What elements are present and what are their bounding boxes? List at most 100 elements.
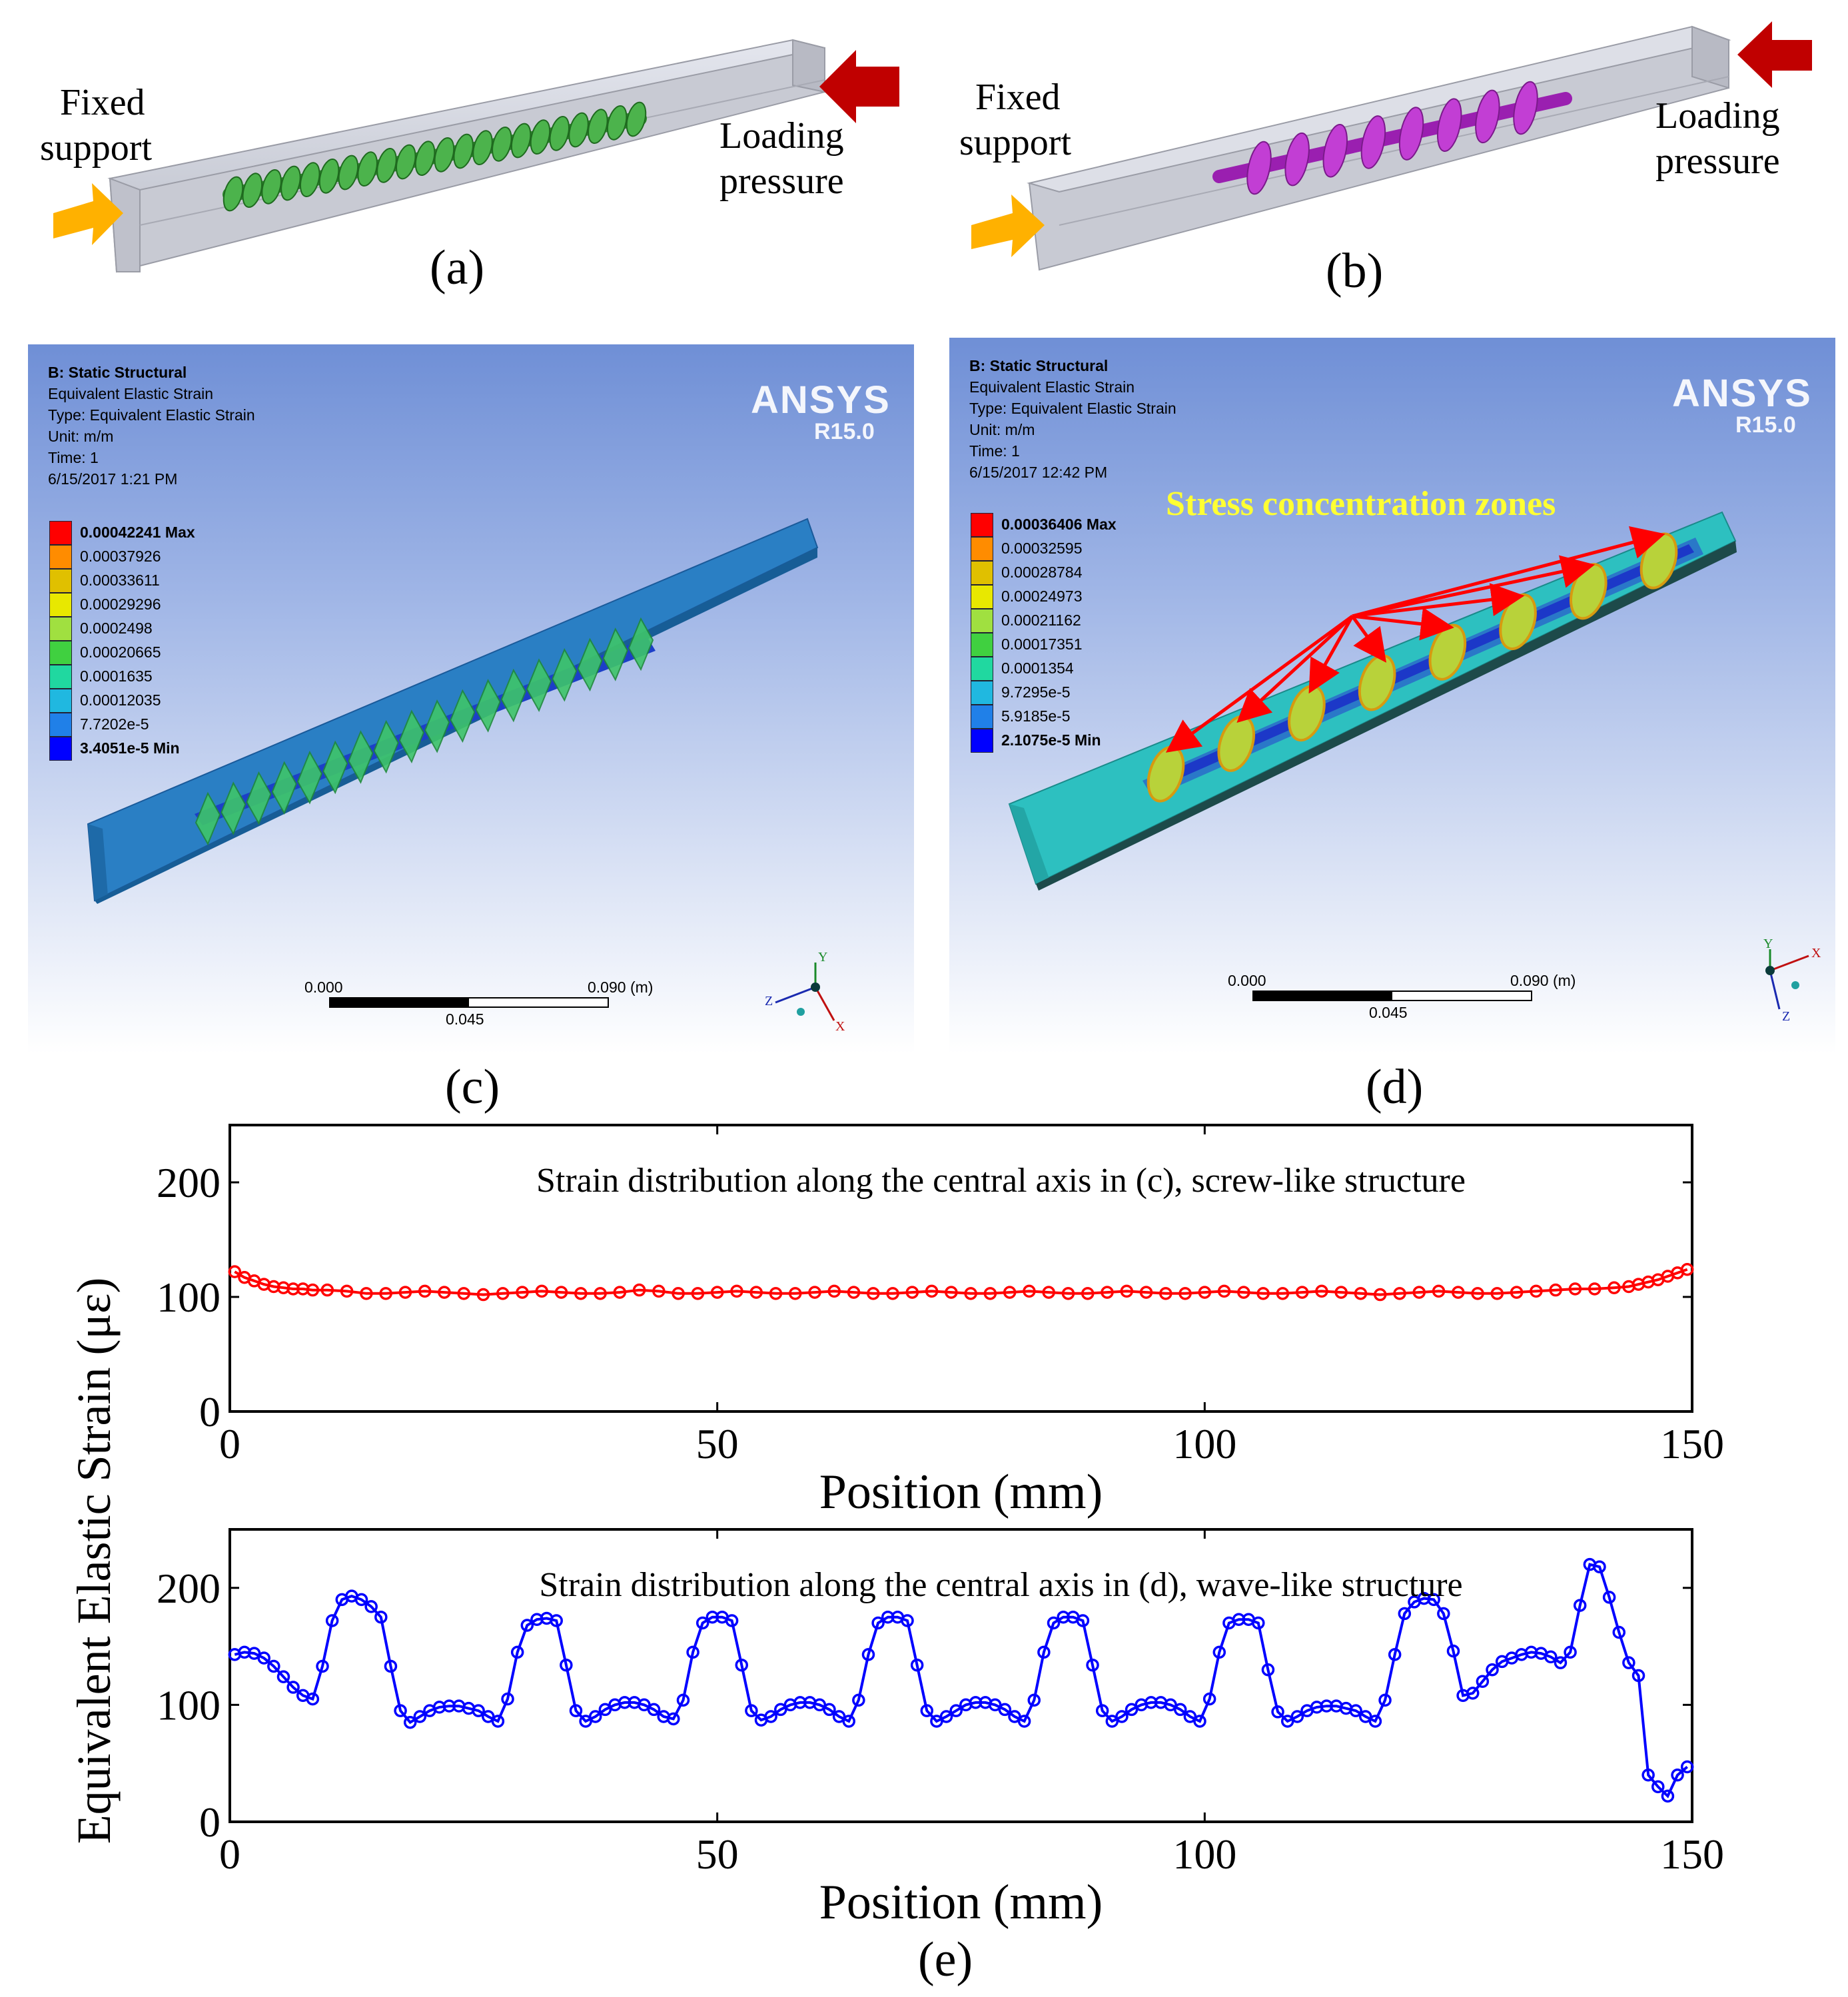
panel-d-caption: (d) [1366, 1060, 1424, 1114]
data-point [788, 1287, 802, 1300]
loading-pressure-label: Loading pressure [1655, 95, 1780, 183]
legend-swatch [49, 665, 72, 689]
data-point [1588, 1282, 1602, 1296]
data-point [1237, 1286, 1250, 1299]
data-point [808, 1286, 821, 1299]
chart-screw: 0 50 100 150 0 100 200 Strain distribution alon… [157, 1124, 1724, 1519]
data-point [1378, 1693, 1392, 1707]
data-point [496, 1287, 510, 1300]
data-point [1295, 1286, 1309, 1299]
legend-label: 0.00036406 Max [1001, 516, 1117, 533]
data-point [867, 1287, 880, 1300]
data-point [920, 1704, 934, 1717]
legend-swatch [49, 617, 72, 641]
fixed-support-arrow [971, 195, 1045, 257]
data-point [1037, 1645, 1051, 1659]
data-point [1256, 1287, 1270, 1300]
svg-text:Y: Y [818, 951, 827, 965]
screw-thread [510, 123, 532, 159]
series-line [234, 1268, 1688, 1296]
legend-entry: 0.00021162 [971, 609, 1237, 633]
stress-arrow [1352, 526, 1665, 618]
ansys-version: R15.0 [814, 419, 875, 444]
legend-swatch [971, 729, 993, 753]
data-point [340, 1284, 354, 1298]
data-point [695, 1616, 709, 1630]
data-point [1490, 1287, 1504, 1300]
data-point [1261, 1663, 1275, 1677]
legend-entry: 2.1075e-5 Min [971, 729, 1237, 753]
data-point [823, 1703, 836, 1717]
stress-arrow [1352, 607, 1454, 641]
legend-swatch [971, 585, 993, 609]
x-tick-label: 50 [696, 1830, 739, 1878]
screw-strain-tooth [552, 647, 578, 702]
screw-thread [223, 176, 244, 212]
data-point [939, 1710, 953, 1723]
data-point [1471, 1287, 1484, 1300]
data-point [886, 1287, 899, 1300]
strain-model-d [1008, 511, 1737, 891]
data-point [1398, 1607, 1412, 1621]
data-point [745, 1704, 758, 1717]
screw-strain-tooth [450, 689, 476, 743]
x-tick-label: 100 [1172, 1830, 1236, 1878]
legend-swatch [971, 609, 993, 633]
data-point [1354, 1287, 1368, 1300]
wave-disc [1284, 132, 1310, 187]
data-point [472, 1704, 485, 1717]
data-point [871, 1616, 885, 1630]
screw-strain-tooth [398, 709, 424, 763]
screw-thread [530, 119, 551, 155]
legend-entry: 5.9185e-5 [971, 705, 1237, 729]
data-point [861, 1648, 875, 1661]
data-point [1139, 1286, 1153, 1299]
data-point [949, 1704, 963, 1717]
data-point [1217, 1284, 1231, 1298]
data-point [1023, 1284, 1036, 1298]
legend-entry: 0.00037926 [49, 545, 316, 569]
svg-text:X: X [1811, 946, 1821, 961]
data-point [228, 1265, 242, 1278]
data-point [901, 1614, 914, 1627]
data-point [1081, 1287, 1095, 1300]
data-point [827, 1284, 841, 1298]
scale-mid: 0.045 [446, 1010, 484, 1028]
data-point [257, 1651, 270, 1665]
stress-arrow [1236, 615, 1354, 723]
data-point [589, 1710, 602, 1723]
data-point [1095, 1704, 1109, 1717]
data-point [325, 1614, 339, 1627]
data-point [1193, 1715, 1206, 1728]
screw-strain-tooth [373, 719, 399, 774]
data-point [749, 1286, 763, 1299]
data-point [1631, 1669, 1645, 1683]
data-point [735, 1658, 748, 1672]
data-point [1602, 1591, 1616, 1604]
legend-entry: 0.00042241 Max [49, 521, 316, 545]
legend-label: 0.00017351 [1001, 635, 1083, 653]
data-point [403, 1715, 417, 1729]
data-point [276, 1670, 290, 1684]
beam-start-face [109, 177, 141, 272]
legend-entry: 0.00033611 [49, 569, 316, 593]
legend-label: 5.9185e-5 [1001, 707, 1071, 725]
panel-a: Fixed support Loading pressure (a) [40, 13, 906, 306]
data-point [1027, 1693, 1041, 1707]
data-point [1101, 1286, 1114, 1299]
screw-thread [376, 147, 397, 183]
data-point [910, 1658, 924, 1672]
screw-thread [588, 109, 608, 145]
legend-entry: 0.00032595 [971, 537, 1237, 561]
legend-entry: 0.00024973 [971, 585, 1237, 609]
x-tick-label: 150 [1660, 1420, 1724, 1467]
data-point [306, 1692, 320, 1706]
data-point [394, 1704, 407, 1717]
legend-label: 0.00032595 [1001, 540, 1083, 557]
legend-label: 0.00021162 [1001, 611, 1081, 629]
data-point [1432, 1284, 1446, 1298]
data-point [652, 1284, 666, 1298]
panel-c-caption: (c) [445, 1060, 500, 1114]
legend-swatch [971, 537, 993, 561]
screw-strain-tooth [271, 761, 297, 815]
